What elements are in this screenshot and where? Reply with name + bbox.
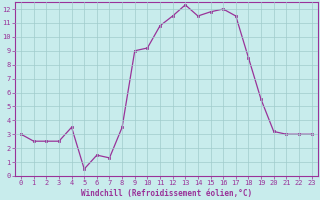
X-axis label: Windchill (Refroidissement éolien,°C): Windchill (Refroidissement éolien,°C) [81, 189, 252, 198]
